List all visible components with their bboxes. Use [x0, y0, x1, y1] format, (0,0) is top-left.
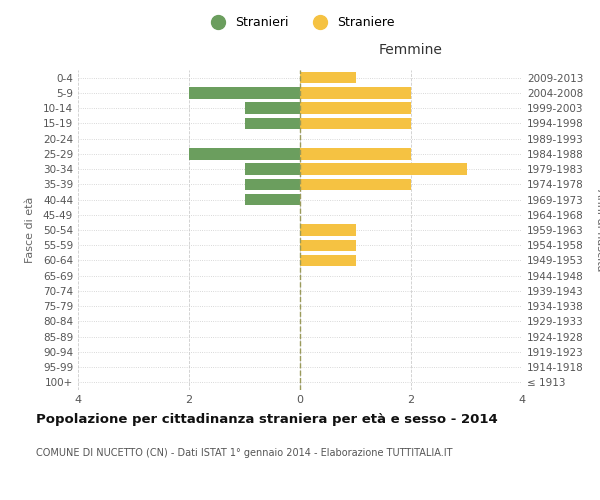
Bar: [245, 194, 300, 205]
Bar: [245, 178, 300, 190]
Text: Femmine: Femmine: [379, 43, 443, 57]
Bar: [245, 102, 300, 114]
Bar: [300, 224, 356, 235]
Text: COMUNE DI NUCETTO (CN) - Dati ISTAT 1° gennaio 2014 - Elaborazione TUTTITALIA.IT: COMUNE DI NUCETTO (CN) - Dati ISTAT 1° g…: [36, 448, 452, 458]
Legend: Stranieri, Straniere: Stranieri, Straniere: [200, 11, 400, 34]
Bar: [300, 102, 411, 114]
Y-axis label: Anni di nascita: Anni di nascita: [595, 188, 600, 271]
Bar: [300, 87, 411, 99]
Bar: [300, 118, 411, 129]
Bar: [245, 164, 300, 175]
Bar: [300, 240, 356, 251]
Bar: [300, 178, 411, 190]
Bar: [189, 148, 300, 160]
Bar: [300, 148, 411, 160]
Bar: [300, 164, 467, 175]
Bar: [300, 72, 356, 84]
Bar: [300, 255, 356, 266]
Bar: [189, 87, 300, 99]
Y-axis label: Fasce di età: Fasce di età: [25, 197, 35, 263]
Text: Popolazione per cittadinanza straniera per età e sesso - 2014: Popolazione per cittadinanza straniera p…: [36, 412, 498, 426]
Bar: [245, 118, 300, 129]
